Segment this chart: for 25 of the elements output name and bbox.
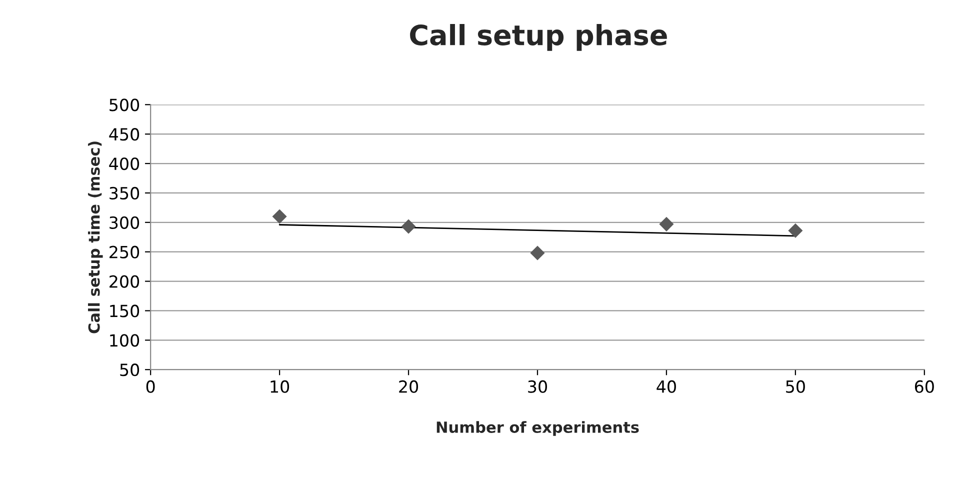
point xyxy=(272,209,287,224)
x-tick-label: 50 xyxy=(786,380,805,393)
point xyxy=(401,219,416,234)
point xyxy=(659,216,674,232)
y-tick-label: 250 xyxy=(110,246,140,258)
y-tick-label: 300 xyxy=(110,216,140,229)
point xyxy=(788,223,803,238)
y-axis-title: Call setup time (msec) xyxy=(88,142,103,334)
x-tick-label: 40 xyxy=(656,380,676,393)
y-tick-label: 400 xyxy=(109,157,140,170)
y-tick-label: 200 xyxy=(110,275,140,288)
x-tick-label: 0 xyxy=(146,380,155,393)
y-tick-label: 350 xyxy=(110,186,140,200)
chart-title: Call setup phase xyxy=(410,24,667,51)
x-tick-label: 30 xyxy=(528,380,547,393)
point xyxy=(530,246,545,260)
x-tick-label: 60 xyxy=(914,380,934,393)
y-tick-label: 100 xyxy=(110,334,140,347)
y-tick-label: 150 xyxy=(110,304,140,318)
y-tick-label: 450 xyxy=(109,128,140,141)
x-axis-title: Number of experiments xyxy=(436,421,639,436)
y-tick-label: 50 xyxy=(120,364,140,376)
x-tick-label: 20 xyxy=(399,380,418,393)
x-tick-label: 10 xyxy=(270,380,290,393)
y-tick-label: 500 xyxy=(110,98,140,112)
